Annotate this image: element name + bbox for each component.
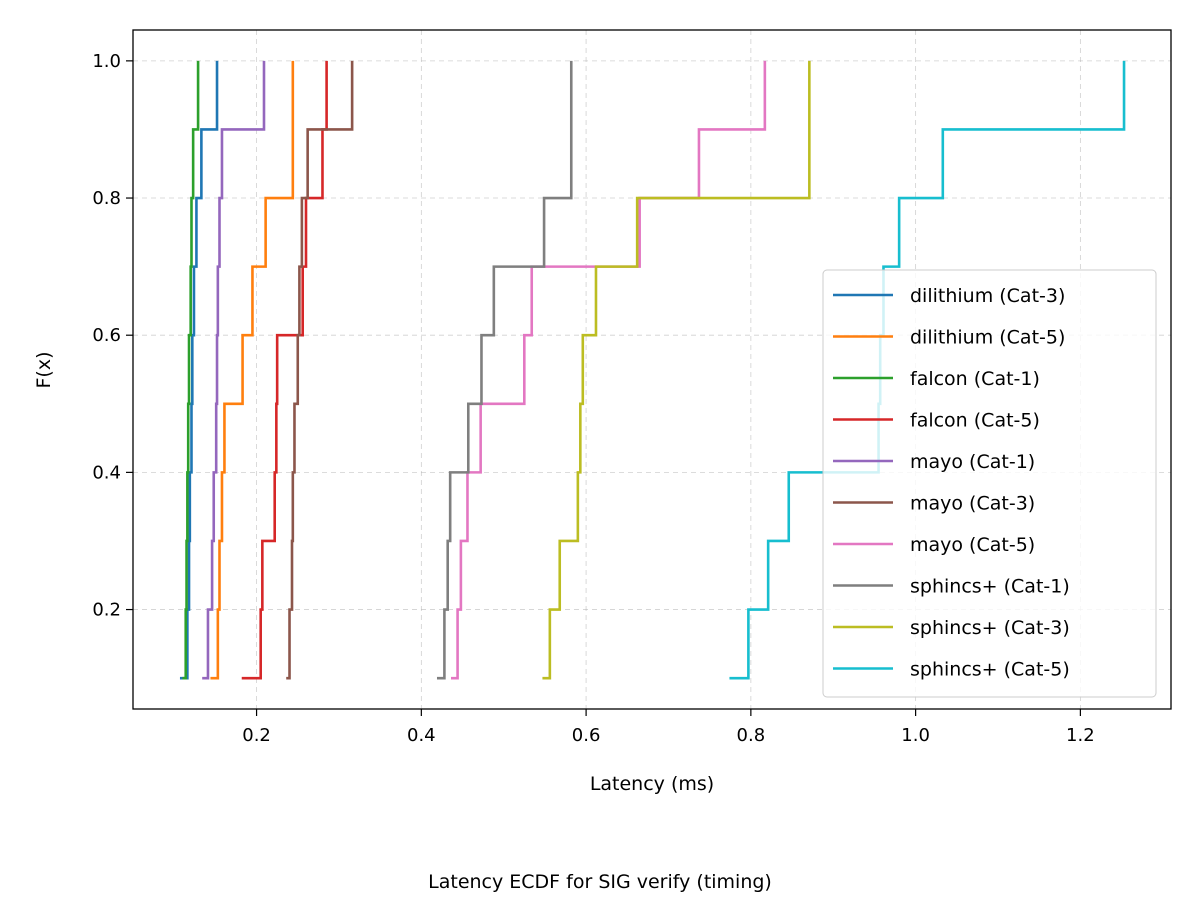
- y-tick-label: 0.8: [92, 188, 121, 209]
- x-tick-label: 0.2: [242, 725, 271, 746]
- x-tick-label: 1.0: [901, 725, 930, 746]
- series-line: [182, 60, 200, 680]
- y-axis-label: F(x): [33, 352, 55, 389]
- x-tick-label: 1.2: [1066, 725, 1095, 746]
- chart-caption: Latency ECDF for SIG verify (timing): [428, 871, 772, 893]
- legend: dilithium (Cat-3) dilithium (Cat-5) falcon…: [822, 269, 1157, 698]
- series-line: [210, 60, 295, 680]
- legend-label: falcon (Cat-1): [910, 368, 1040, 390]
- series-line: [436, 60, 573, 680]
- legend-box: [822, 269, 1157, 698]
- x-tick-label: 0.8: [737, 725, 766, 746]
- series-line: [542, 60, 811, 680]
- x-axis-label: Latency (ms): [590, 773, 714, 795]
- legend-label: sphincs+ (Cat-1): [910, 576, 1070, 598]
- legend-label: mayo (Cat-3): [910, 493, 1035, 515]
- legend-label: sphincs+ (Cat-3): [910, 617, 1070, 639]
- series-line: [241, 60, 328, 680]
- legend-label: sphincs+ (Cat-5): [910, 659, 1070, 681]
- y-tick-label: 0.2: [92, 600, 121, 621]
- x-tick-label: 0.6: [572, 725, 601, 746]
- series-line: [450, 60, 767, 680]
- legend-label: mayo (Cat-5): [910, 534, 1035, 556]
- x-tick-label: 0.4: [407, 725, 436, 746]
- series-line: [286, 60, 354, 680]
- y-tick-label: 1.0: [92, 51, 121, 72]
- y-tick-label: 0.4: [92, 462, 121, 483]
- legend-label: dilithium (Cat-3): [910, 285, 1065, 307]
- axis-ticks: 0.2 0.4 0.6 0.8 1.0 1.2 0.2 0.4 0.6 0.8 1.0: [92, 51, 1094, 746]
- legend-label: falcon (Cat-5): [910, 410, 1040, 432]
- y-tick-label: 0.6: [92, 325, 121, 346]
- series-line: [202, 60, 266, 680]
- plot-frame: [132, 29, 1172, 710]
- legend-label: dilithium (Cat-5): [910, 327, 1065, 349]
- legend-label: mayo (Cat-1): [910, 451, 1035, 473]
